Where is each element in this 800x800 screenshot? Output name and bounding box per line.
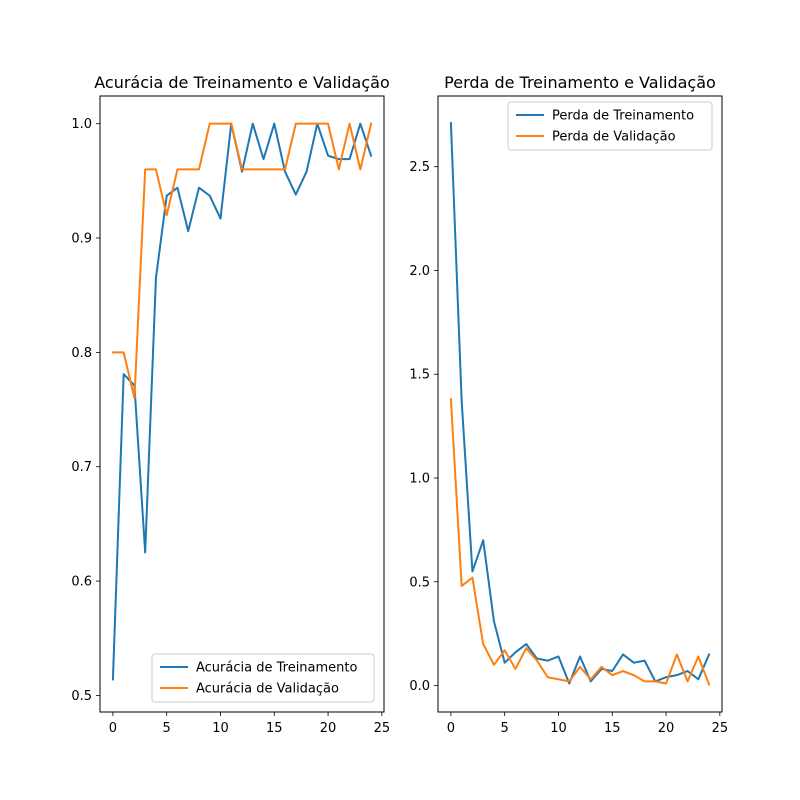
loss-series-line-validation: [449, 398, 711, 686]
accuracy-chart: Acurácia de Treinamento e Validação 0 5 10…: [71, 73, 390, 736]
accuracy-y-tick-label: 0.7: [71, 460, 92, 475]
accuracy-x-tick-label: 5: [163, 721, 171, 736]
legend-entry-validation-accuracy: Acurácia de Validação: [160, 682, 339, 697]
accuracy-x-tick-label: 15: [266, 721, 283, 736]
accuracy-x-tick-label: 10: [212, 721, 229, 736]
legend-label-validation-accuracy: Acurácia de Validação: [196, 682, 339, 697]
loss-series-line-training: [449, 122, 711, 685]
accuracy-x-tick-label: 25: [374, 721, 391, 736]
loss-y-tick-label: 0.5: [409, 575, 430, 590]
loss-y-tick-label: 2.5: [409, 160, 430, 175]
loss-plot-frame: [437, 95, 723, 713]
loss-chart-title: Perda de Treinamento e Validação: [444, 73, 716, 92]
legend-entry-training-loss: Perda de Treinamento: [516, 109, 694, 124]
accuracy-y-tick-label: 0.9: [71, 232, 92, 247]
loss-chart: Perda de Treinamento e Validação 0 5 10 15 2…: [409, 73, 728, 736]
loss-x-tick-label: 25: [712, 721, 729, 736]
accuracy-series-line-validation: [111, 122, 373, 400]
loss-x-tick-label: 10: [550, 721, 567, 736]
accuracy-y-tick-label: 1.0: [71, 117, 92, 132]
loss-legend: Perda de Treinamento Perda de Validação: [507, 101, 713, 151]
loss-y-tick-label: 1.5: [409, 368, 430, 383]
accuracy-series-line-training: [111, 122, 373, 681]
accuracy-plot-frame: [99, 95, 385, 713]
loss-x-tick-label: 15: [604, 721, 621, 736]
loss-x-tick-label: 5: [501, 721, 509, 736]
legend-label-training-loss: Perda de Treinamento: [552, 109, 694, 124]
accuracy-legend: Acurácia de Treinamento Acurácia de Vali…: [151, 653, 375, 703]
legend-label-validation-loss: Perda de Validação: [552, 130, 676, 145]
loss-y-tick-label: 2.0: [409, 264, 430, 279]
loss-x-axis: 0 5 10 15 20 25: [447, 712, 728, 736]
loss-x-tick-label: 20: [658, 721, 675, 736]
legend-entry-validation-loss: Perda de Validação: [516, 130, 676, 145]
accuracy-x-tick-label: 20: [320, 721, 337, 736]
accuracy-y-tick-label: 0.5: [71, 689, 92, 704]
loss-series: [449, 122, 711, 686]
accuracy-y-tick-label: 0.6: [71, 575, 92, 590]
accuracy-x-axis: 0 5 10 15 20 25: [109, 712, 390, 736]
accuracy-x-tick-label: 0: [109, 721, 117, 736]
legend-entry-training-accuracy: Acurácia de Treinamento: [160, 661, 358, 676]
accuracy-y-tick-label: 0.8: [71, 346, 92, 361]
loss-y-axis: 0.0 0.5 1.0 1.5 2.0 2.5: [409, 160, 438, 694]
accuracy-legend-box: [151, 653, 375, 703]
accuracy-series: [111, 122, 373, 681]
loss-legend-box: [507, 101, 713, 151]
loss-y-tick-label: 1.0: [409, 472, 430, 487]
accuracy-y-axis: 0.5 0.6 0.7 0.8 0.9 1.0: [71, 117, 100, 704]
loss-y-tick-label: 0.0: [409, 679, 430, 694]
legend-label-training-accuracy: Acurácia de Treinamento: [196, 661, 358, 676]
loss-x-tick-label: 0: [447, 721, 455, 736]
accuracy-chart-title: Acurácia de Treinamento e Validação: [94, 73, 389, 92]
